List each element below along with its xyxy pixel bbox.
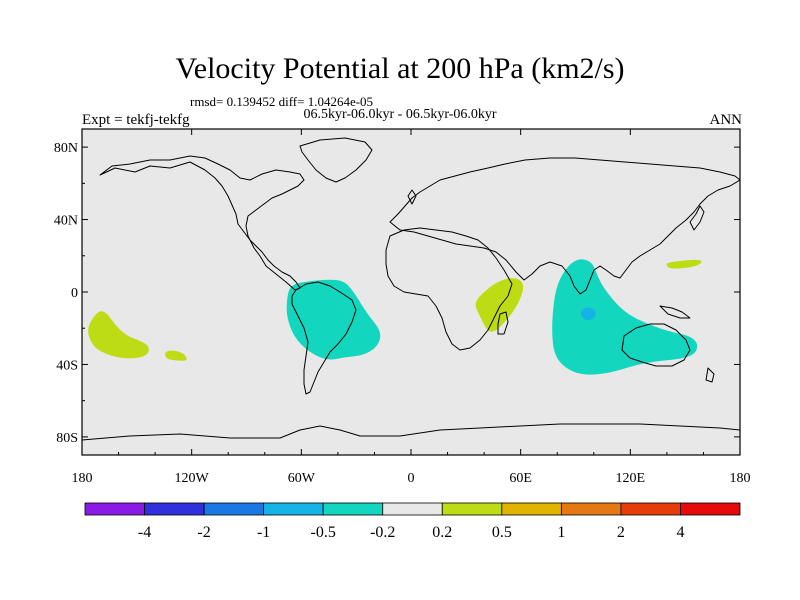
colorbar-label: 2 <box>617 524 625 541</box>
x-tick-label: 180 <box>730 471 751 486</box>
y-tick-label: 80N <box>54 141 78 156</box>
colorbar-label: -4 <box>138 524 151 541</box>
colorbar: -4 -2 -1 -0.5 -0.2 0.2 0.5 1 2 4 <box>84 502 741 541</box>
colorbar-label: -2 <box>197 524 210 541</box>
plot-title: Velocity Potential at 200 hPa (km2/s) <box>175 52 625 85</box>
x-tick-label: 120W <box>175 471 210 486</box>
coastline-new-guinea <box>659 305 691 319</box>
coastline-new-zealand <box>705 367 715 383</box>
x-tick-label: 180 <box>72 471 93 486</box>
region-central-pacific-positive <box>88 311 149 359</box>
x-axis: 180 120W 60W 0 60E 120E 180 <box>72 129 751 486</box>
y-tick-label: 80S <box>56 431 78 446</box>
rmsd-diff-label: rmsd= 0.139452 diff= 1.04264e-05 <box>190 94 374 109</box>
colorbar-box <box>560 502 622 516</box>
colorbar-box <box>203 502 265 516</box>
coastline-south-america <box>291 281 357 395</box>
coastline-japan <box>689 205 705 231</box>
colorbar-box <box>680 502 741 516</box>
region-south-america-negative <box>286 279 381 360</box>
coastline-africa <box>385 227 513 351</box>
coastline-greenland <box>299 137 373 183</box>
coastline-uk <box>407 189 417 205</box>
coastline-australia <box>621 323 691 367</box>
coastline-antarctica <box>82 423 740 441</box>
x-tick-label: 0 <box>408 471 415 486</box>
colorbar-label: 1 <box>557 524 565 541</box>
period-label: 06.5kyr-06.0kyr - 06.5kyr-06.0kyr <box>303 107 497 122</box>
region-indian-ocean-negative-core <box>581 307 596 321</box>
map-background <box>82 129 740 455</box>
colorbar-label: -0.5 <box>311 524 336 541</box>
colorbar-box <box>620 502 681 516</box>
colorbar-box <box>382 502 443 516</box>
colorbar-label: 0.2 <box>432 524 452 541</box>
y-tick-label: 0 <box>71 286 78 301</box>
x-tick-label: 60E <box>509 471 532 486</box>
colorbar-label: 0.5 <box>492 524 512 541</box>
colorbar-box <box>441 502 503 516</box>
colorbar-box <box>501 502 562 516</box>
region-east-africa-positive <box>475 278 524 332</box>
y-axis: 80N 40N 0 40S 80S <box>54 141 740 446</box>
y-tick-label: 40S <box>56 358 78 373</box>
region-south-pacific-positive-small <box>165 350 187 361</box>
y-tick-label: 40N <box>54 214 78 229</box>
coastline-north-america <box>99 155 305 291</box>
experiment-label: Expt = tekfj-tekfg <box>82 112 190 128</box>
x-tick-label: 60W <box>288 471 316 486</box>
season-label: ANN <box>709 112 743 128</box>
coastline-eurasia <box>389 157 740 295</box>
colorbar-label: 4 <box>676 524 684 541</box>
anomaly-regions <box>88 259 702 375</box>
x-tick-label: 120E <box>616 471 646 486</box>
colorbar-box <box>263 502 324 516</box>
coastline-madagascar <box>497 311 509 335</box>
coastlines <box>82 137 740 441</box>
colorbar-label: -0.2 <box>370 524 395 541</box>
colorbar-box <box>144 502 205 516</box>
region-indian-ocean-negative <box>552 259 698 375</box>
colorbar-label: -1 <box>257 524 270 541</box>
colorbar-box <box>322 502 384 516</box>
colorbar-box <box>84 502 145 516</box>
region-west-pacific-positive <box>666 259 702 269</box>
